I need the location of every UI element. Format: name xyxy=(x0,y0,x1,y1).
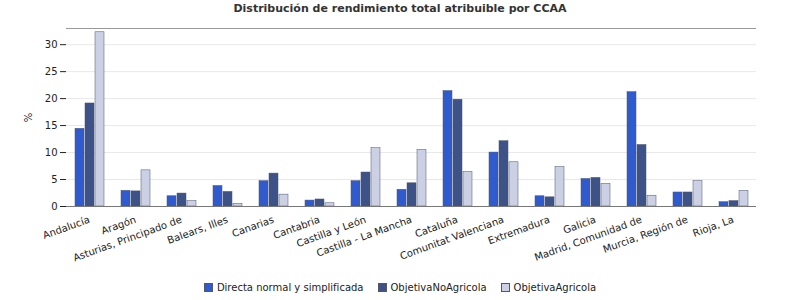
svg-text:Aragón: Aragón xyxy=(99,213,138,237)
html-text:Distribución de rendimiento to: Distribución de rendimiento total atribu… xyxy=(233,2,567,15)
svg-text:Comunitat Valenciana: Comunitat Valenciana xyxy=(398,213,506,262)
svg-text:Asturias, Principado de: Asturias, Principado de xyxy=(71,213,184,264)
svg-text:Castilla y León: Castilla y León xyxy=(294,213,368,250)
html-text:ObjetivaAgricola: ObjetivaAgricola xyxy=(513,281,597,293)
svg-text:10: 10 xyxy=(45,147,58,158)
svg-text:Andalucía: Andalucía xyxy=(41,214,91,241)
html-text:ObjetivaNoAgricola: ObjetivaNoAgricola xyxy=(390,281,487,293)
svg-text:Murcia, Región de: Murcia, Región de xyxy=(601,214,689,255)
svg-text:25: 25 xyxy=(45,66,58,77)
svg-text:15: 15 xyxy=(45,120,58,131)
svg-text:Castilla - La Mancha: Castilla - La Mancha xyxy=(315,213,414,259)
svg-text:Galicia: Galicia xyxy=(561,213,598,236)
svg-text:Canarias: Canarias xyxy=(230,214,275,239)
svg-text:Balears, Illes: Balears, Illes xyxy=(166,214,230,246)
svg-text:30: 30 xyxy=(45,39,58,50)
svg-text:20: 20 xyxy=(45,93,58,104)
svg-text:Cantabria: Cantabria xyxy=(271,213,322,241)
html-text:Directa normal y simplificada: Directa normal y simplificada xyxy=(216,281,364,293)
svg-text:0: 0 xyxy=(51,201,57,212)
svg-text:Extremadura: Extremadura xyxy=(486,214,551,247)
svg-text:%: % xyxy=(23,113,34,123)
svg-text:Cataluña: Cataluña xyxy=(413,213,460,240)
svg-text:Rioja, La: Rioja, La xyxy=(691,214,735,239)
svg-text:Madrid, Comunidad de: Madrid, Comunidad de xyxy=(532,213,644,263)
svg-text:5: 5 xyxy=(51,174,57,185)
